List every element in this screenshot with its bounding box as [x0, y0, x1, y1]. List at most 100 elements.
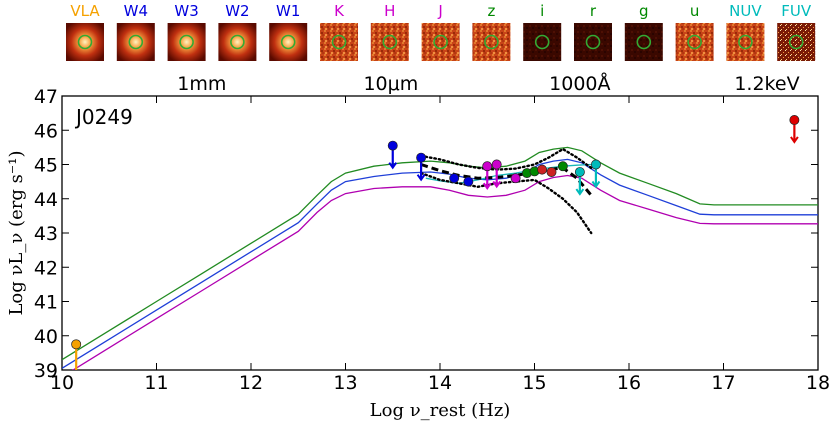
cutout-image-u: [675, 23, 714, 61]
y-axis-title: Log νL_ν (erg s⁻¹): [6, 150, 27, 315]
cutout-aperture-i: [534, 34, 550, 50]
cutout-image-vla: [66, 23, 104, 61]
cutout-aperture-nuv: [738, 34, 753, 50]
data-point-k: [482, 161, 493, 190]
cutout-label-w1: W1: [276, 2, 300, 20]
x-tick-label: 11: [144, 372, 168, 394]
cutout-label-k: K: [334, 2, 345, 20]
series-line-template-magenta: [71, 174, 818, 370]
data-point-w3: [416, 152, 427, 182]
data-point-marker: [463, 176, 474, 187]
cutout-aperture-g: [636, 34, 652, 50]
y-tick-label: 42: [34, 257, 58, 279]
axis-ticks: 10 11 12 13 14 15 16 17 18 39 40 41 42 43 44 45 46 47: [34, 86, 830, 394]
data-point-marker: [449, 173, 460, 184]
cutout-label-vla: VLA: [70, 2, 100, 20]
cutout-image-w4: [116, 23, 155, 61]
cutout-image-fuv: [777, 23, 816, 61]
data-point-marker: [387, 140, 398, 151]
cutout-aperture-w3: [179, 34, 194, 50]
data-point-w1: [463, 176, 474, 187]
cutout-label-nuv: NUV: [729, 2, 762, 20]
cutout-label-j: J: [437, 2, 442, 20]
cutout-aperture-j: [433, 34, 448, 50]
cutout-image-k: [320, 23, 358, 61]
data-point-marker: [510, 173, 521, 184]
cutout-image-w3: [167, 23, 206, 61]
cutout-image-j: [421, 23, 460, 61]
data-point-marker: [71, 339, 82, 350]
cutout-aperture-w4: [128, 34, 144, 50]
x-tick-label: 14: [428, 372, 452, 394]
cutout-aperture-w2: [230, 34, 245, 50]
x-tick-label: 16: [617, 372, 641, 394]
data-point-fuv: [590, 159, 601, 189]
upper-limit-arrow: [591, 180, 601, 189]
y-tick-label: 47: [34, 86, 58, 108]
data-point-w2: [449, 173, 460, 184]
cutout-aperture-w1: [280, 34, 296, 50]
cutout-aperture-z: [484, 34, 499, 50]
cutout-image-i: [523, 23, 562, 61]
x-tick-label: 10: [50, 372, 74, 394]
cutout-label-u: u: [690, 2, 700, 20]
cutout-label-r: r: [590, 2, 597, 20]
data-point-marker: [537, 164, 548, 175]
cutout-aperture-r: [585, 34, 601, 50]
object-label: J0249: [74, 105, 133, 129]
fit-bound-line: [419, 147, 593, 171]
data-point-marker: [546, 167, 557, 177]
photometry-layer: [71, 115, 800, 370]
cutout-aperture-u: [687, 34, 702, 50]
upper-limit-arrow: [575, 188, 585, 196]
data-point-marker: [789, 115, 800, 125]
cutout-image-g: [624, 23, 663, 61]
data-point-marker: [416, 152, 427, 163]
upper-limit-arrow: [492, 180, 502, 189]
wavelength-label-1: 10μm: [363, 73, 418, 95]
x-tick-label: 17: [711, 372, 735, 394]
cutout-aperture-vla: [77, 34, 93, 50]
cutout-label-h: H: [384, 2, 395, 20]
data-point-nuv: [574, 167, 585, 196]
cutout-label-i: i: [540, 2, 544, 20]
wavelength-label-2: 1000Å: [549, 72, 610, 95]
data-point-marker: [574, 167, 585, 177]
data-point-r: [537, 164, 548, 175]
cutout-image-z: [472, 23, 511, 61]
data-point-marker: [482, 161, 493, 172]
cutout-image-r: [574, 23, 612, 61]
x-tick-label: 13: [333, 372, 357, 394]
cutout-label-g: g: [639, 2, 649, 20]
cutout-image-w2: [218, 23, 257, 61]
data-point-marker: [491, 159, 502, 170]
data-point-g: [546, 167, 557, 177]
wavelength-label-3: 1.2keV: [734, 73, 799, 95]
wavelength-labels: 1mm 10μm 1000Å 1.2keV: [177, 72, 799, 95]
upper-limit-arrow: [482, 182, 492, 190]
y-tick-label: 40: [34, 326, 58, 348]
cutout-label-fuv: FUV: [781, 2, 812, 20]
data-point-j: [510, 173, 521, 184]
data-point-marker: [590, 159, 601, 170]
cutout-image-w1: [269, 23, 308, 61]
cutout-label-w3: W3: [174, 2, 198, 20]
x-axis-title: Log ν_rest (Hz): [370, 400, 511, 421]
upper-limit-arrow: [790, 136, 799, 144]
wavelength-label-0: 1mm: [177, 73, 226, 95]
data-point-x-ray: [789, 115, 800, 144]
data-point-w4: [387, 140, 398, 170]
cutout-label-w2: W2: [225, 2, 249, 20]
data-point-h: [491, 159, 502, 189]
cutout-label-z: z: [487, 2, 495, 20]
x-tick-label: 12: [239, 372, 263, 394]
y-tick-label: 44: [34, 189, 58, 211]
y-tick-label: 39: [34, 360, 58, 382]
cutout-aperture-fuv: [788, 34, 804, 50]
data-point-vla: [71, 339, 82, 370]
cutout-aperture-k: [331, 34, 347, 50]
x-tick-label: 15: [522, 372, 546, 394]
y-tick-label: 43: [34, 223, 58, 245]
upper-limit-arrow: [388, 162, 398, 170]
